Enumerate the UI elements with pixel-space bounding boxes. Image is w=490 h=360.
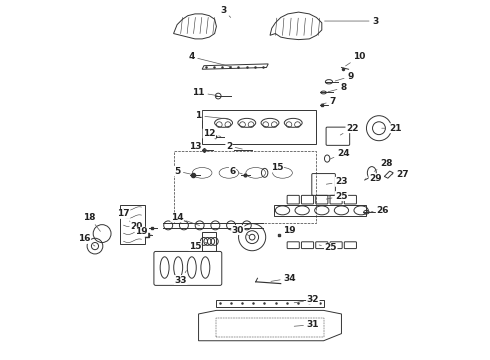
Text: 33: 33 — [174, 271, 187, 284]
Text: 25: 25 — [326, 192, 348, 201]
Text: 17: 17 — [117, 210, 131, 222]
Text: 4: 4 — [188, 52, 232, 67]
Text: 19: 19 — [135, 227, 152, 236]
Text: 10: 10 — [345, 52, 366, 66]
Text: 8: 8 — [328, 83, 346, 92]
Text: 15: 15 — [189, 242, 207, 251]
Text: 24: 24 — [330, 149, 349, 159]
Text: 5: 5 — [174, 167, 191, 176]
Text: 28: 28 — [374, 159, 392, 171]
Text: 3: 3 — [220, 6, 231, 18]
Text: 32: 32 — [294, 295, 319, 304]
Text: 18: 18 — [83, 213, 100, 231]
Text: 30: 30 — [232, 225, 250, 236]
Text: 1: 1 — [196, 111, 228, 120]
Text: 23: 23 — [326, 177, 348, 186]
Text: 2: 2 — [226, 141, 242, 150]
Text: 15: 15 — [267, 163, 283, 172]
Text: 20: 20 — [130, 222, 147, 231]
Text: 34: 34 — [271, 274, 296, 283]
Text: 26: 26 — [371, 206, 389, 215]
Text: 31: 31 — [294, 320, 319, 329]
Text: 27: 27 — [392, 170, 409, 179]
Text: 13: 13 — [189, 141, 206, 150]
Text: 9: 9 — [335, 72, 354, 81]
Text: 6: 6 — [229, 167, 243, 176]
Text: 25: 25 — [319, 243, 337, 252]
Text: 14: 14 — [171, 213, 199, 225]
Text: 21: 21 — [382, 124, 401, 133]
Text: 29: 29 — [366, 174, 382, 183]
Text: 22: 22 — [340, 124, 358, 135]
Text: 12: 12 — [203, 129, 221, 138]
Text: 19: 19 — [279, 225, 296, 235]
Text: 16: 16 — [78, 234, 95, 246]
Text: 11: 11 — [192, 88, 217, 97]
Text: 3: 3 — [324, 17, 378, 26]
Text: 7: 7 — [321, 97, 336, 106]
